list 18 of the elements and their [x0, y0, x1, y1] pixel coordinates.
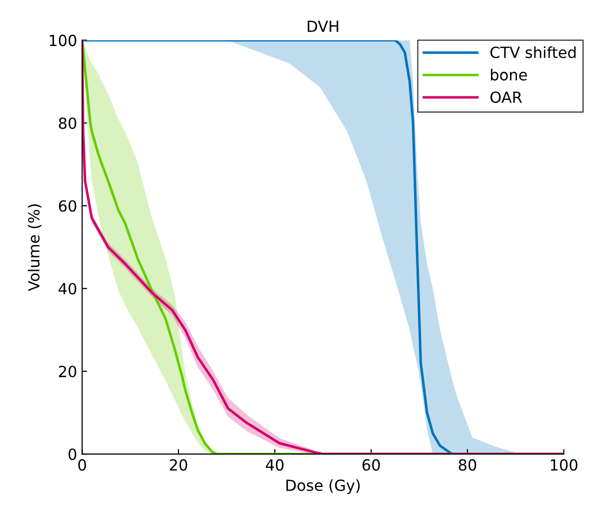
x-tick-label: 40 [266, 459, 284, 471]
y-axis-title: Volume (%) [28, 204, 42, 292]
x-tick-label: 80 [458, 459, 476, 471]
y-tick-label: 0 [68, 448, 76, 460]
legend-label: CTV shifted [490, 46, 576, 58]
legend-label: OAR [490, 91, 522, 103]
x-axis-title: Dose (Gy) [286, 479, 360, 494]
y-tick-label: 60 [58, 200, 76, 212]
x-tick-label: 0 [78, 459, 86, 471]
y-tick-label: 100 [50, 34, 76, 46]
y-tick-label: 20 [58, 366, 76, 378]
chart-title: DVH [308, 20, 338, 32]
x-tick-label: 20 [170, 459, 188, 471]
legend-label: bone [490, 68, 527, 81]
y-tick-label: 40 [58, 282, 76, 295]
x-tick-label: 100 [550, 459, 578, 471]
y-tick-label: 80 [58, 117, 76, 129]
x-tick-label: 60 [362, 459, 380, 471]
